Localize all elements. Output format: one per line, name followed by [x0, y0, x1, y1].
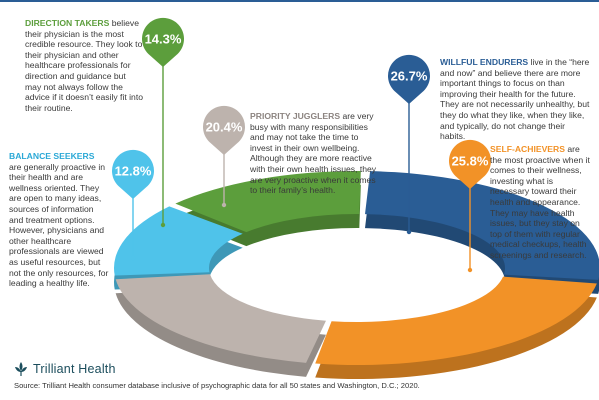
label-direction-takers: DIRECTION TAKERS [25, 18, 110, 28]
desc-willful-endurers: WILLFUL ENDURERS live in the “here and n… [440, 57, 590, 142]
anchor-dot-balance [130, 255, 136, 261]
anchor-dot-self [467, 267, 473, 273]
pin-value-direction: 14.3% [145, 32, 182, 47]
pin-value-willful: 26.7% [391, 69, 428, 84]
text-self-achievers: are the most proactive when it comes to … [490, 144, 590, 260]
anchor-dot-willful [406, 229, 412, 235]
anchor-dot-direction [160, 222, 166, 228]
text-willful-endurers: live in the “here and now” and believe t… [440, 57, 590, 142]
brand-logo: Trilliant Health [14, 360, 116, 378]
ring-segment-self [315, 276, 597, 366]
pin-marker-direction [142, 17, 184, 67]
pin-marker-willful [387, 54, 430, 104]
text-balance-seekers: are generally proactive in their health … [9, 161, 109, 289]
pin-value-self: 25.8% [452, 154, 489, 169]
label-willful-endurers: WILLFUL ENDURERS [440, 57, 529, 67]
desc-priority-jugglers: PRIORITY JUGGLERS are very busy with man… [250, 111, 380, 196]
anchor-dot-priority [221, 202, 227, 208]
text-priority-jugglers: are very busy with many responsibilities… [250, 111, 377, 196]
desc-balance-seekers: BALANCE SEEKERS are generally proactive … [9, 151, 109, 289]
ring-segment-willful [365, 171, 599, 280]
label-priority-jugglers: PRIORITY JUGGLERS [250, 111, 341, 121]
top-accent-line [0, 0, 599, 2]
brand-name: Trilliant Health [33, 362, 116, 376]
desc-self-achievers: SELF-ACHIEVERS are the most proactive wh… [490, 144, 592, 261]
trillium-icon [15, 362, 27, 376]
desc-direction-takers: DIRECTION TAKERS believe their physician… [25, 18, 143, 113]
pin-value-priority: 20.4% [206, 120, 243, 135]
ring-segment-priority [115, 274, 326, 363]
source-note: Source: Trilliant Health consumer databa… [14, 381, 420, 390]
ring-segment-balance [114, 206, 243, 276]
ring-segment-direction [175, 170, 361, 233]
label-balance-seekers: BALANCE SEEKERS [9, 151, 95, 161]
pin-marker-self [449, 139, 492, 189]
pin-marker-priority [203, 105, 245, 155]
text-direction-takers: believe their physician is the most cred… [25, 18, 143, 113]
label-self-achievers: SELF-ACHIEVERS [490, 144, 565, 154]
pin-value-balance: 12.8% [115, 164, 152, 179]
pin-marker-balance [112, 149, 155, 199]
